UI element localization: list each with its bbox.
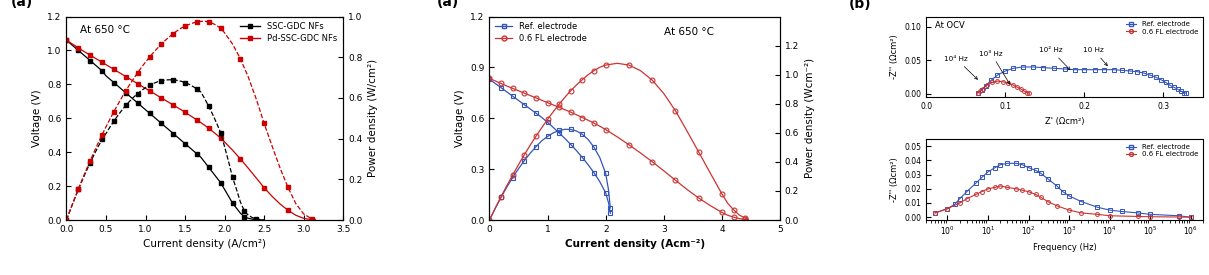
Text: 10⁴ Hz: 10⁴ Hz xyxy=(944,56,977,79)
Text: (a): (a) xyxy=(438,0,459,9)
Text: At OCV: At OCV xyxy=(935,21,965,29)
Text: 10 Hz: 10 Hz xyxy=(1083,47,1107,66)
Text: 10³ Hz: 10³ Hz xyxy=(979,51,1010,84)
Text: 10² Hz: 10² Hz xyxy=(1040,47,1070,70)
X-axis label: Z' (Ωcm²): Z' (Ωcm²) xyxy=(1045,117,1084,126)
Text: (a): (a) xyxy=(11,0,34,9)
X-axis label: Frequency (Hz): Frequency (Hz) xyxy=(1032,243,1097,252)
Y-axis label: -Z'' (Ωcm²): -Z'' (Ωcm²) xyxy=(890,34,898,79)
Legend: SSC-GDC NFs, Pd-SSC-GDC NFs: SSC-GDC NFs, Pd-SSC-GDC NFs xyxy=(238,21,339,45)
Y-axis label: Voltage (V): Voltage (V) xyxy=(455,89,464,147)
Y-axis label: Voltage (V): Voltage (V) xyxy=(31,89,41,147)
Legend: Ref. electrode, 0.6 FL electrode: Ref. electrode, 0.6 FL electrode xyxy=(493,21,588,45)
Text: (b): (b) xyxy=(849,0,872,12)
Legend: Ref. electrode, 0.6 FL electrode: Ref. electrode, 0.6 FL electrode xyxy=(1124,143,1199,159)
Y-axis label: Power density (W/cm²): Power density (W/cm²) xyxy=(368,59,378,177)
Y-axis label: Power density (Wcm⁻²): Power density (Wcm⁻²) xyxy=(805,58,815,178)
Text: At 650 °C: At 650 °C xyxy=(80,25,131,35)
X-axis label: Current density (A/cm²): Current density (A/cm²) xyxy=(144,240,266,249)
Y-axis label: -Z'' (Ωcm²): -Z'' (Ωcm²) xyxy=(890,157,898,202)
X-axis label: Current density (Acm⁻²): Current density (Acm⁻²) xyxy=(565,240,705,249)
Text: At 650 °C: At 650 °C xyxy=(664,27,713,37)
Legend: Ref. electrode, 0.6 FL electrode: Ref. electrode, 0.6 FL electrode xyxy=(1124,20,1199,36)
